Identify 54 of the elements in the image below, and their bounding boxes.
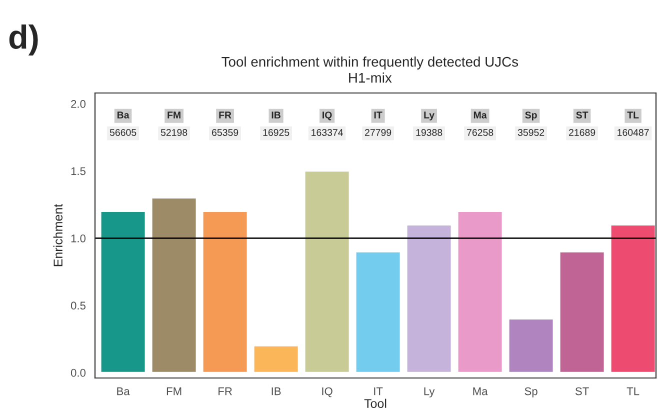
x-axis-title: Tool — [364, 398, 386, 408]
bar — [406, 224, 452, 374]
category-label: Ba — [117, 387, 130, 396]
chart-subtitle: H1-mix — [349, 72, 392, 83]
bar — [558, 250, 606, 374]
x-tick-label: IQ — [322, 112, 332, 120]
annotation: 65359 — [212, 129, 238, 136]
category-label: Ly — [424, 387, 435, 398]
category-label: IB — [272, 387, 281, 396]
x-tick-label: FR — [219, 112, 232, 118]
x-tick-label: IB — [272, 112, 280, 118]
category-label: IQ — [322, 387, 332, 398]
annotation: 19388 — [416, 129, 442, 136]
annotation: 56605 — [110, 129, 136, 136]
annotation: 21689 — [569, 129, 596, 136]
bar — [610, 224, 656, 374]
annotation: 35952 — [518, 129, 544, 136]
category-label: Sp — [524, 387, 538, 398]
bar — [252, 345, 300, 374]
bar — [304, 170, 350, 374]
x-tick-label: Ly — [424, 112, 434, 120]
y-tick-label: 1.0 — [71, 234, 86, 242]
bar — [202, 210, 248, 374]
x-tick-label: Ma — [474, 112, 487, 118]
bar — [100, 210, 146, 374]
category-label: Ma — [473, 387, 488, 396]
y-tick-label: 1.5 — [71, 167, 86, 176]
x-tick-label: Sp — [525, 112, 537, 120]
annotation: 27799 — [365, 129, 392, 136]
chart-title: Tool enrichment within frequently detected UJCs — [222, 56, 518, 70]
annotation: 52198 — [160, 129, 188, 136]
annotation: 16925 — [263, 129, 290, 136]
category-label: TL — [626, 387, 640, 396]
annotation: 163374 — [312, 129, 343, 136]
bar — [354, 250, 402, 374]
category-label: ST — [575, 387, 589, 396]
y-axis-title: Enrichment — [53, 204, 62, 266]
x-tick-label: Ba — [117, 112, 130, 118]
text: d) — [9, 24, 38, 56]
annotation: 160487 — [618, 129, 649, 136]
x-tick-label: ST — [576, 112, 588, 118]
category-label: FM — [166, 387, 182, 396]
x-tick-label: IT — [374, 112, 382, 118]
y-tick-label: 0.5 — [70, 302, 86, 310]
y-tick-label: 0.0 — [70, 368, 86, 377]
category-label: FR — [218, 387, 232, 396]
bar — [456, 210, 504, 374]
x-tick-label: FM — [168, 112, 180, 118]
bar — [508, 318, 554, 374]
category-label: IT — [374, 387, 383, 396]
bar — [150, 197, 198, 374]
y-tick-label: 2.0 — [71, 100, 86, 108]
annotation: 76258 — [467, 129, 494, 136]
x-tick-label: TL — [627, 112, 639, 118]
